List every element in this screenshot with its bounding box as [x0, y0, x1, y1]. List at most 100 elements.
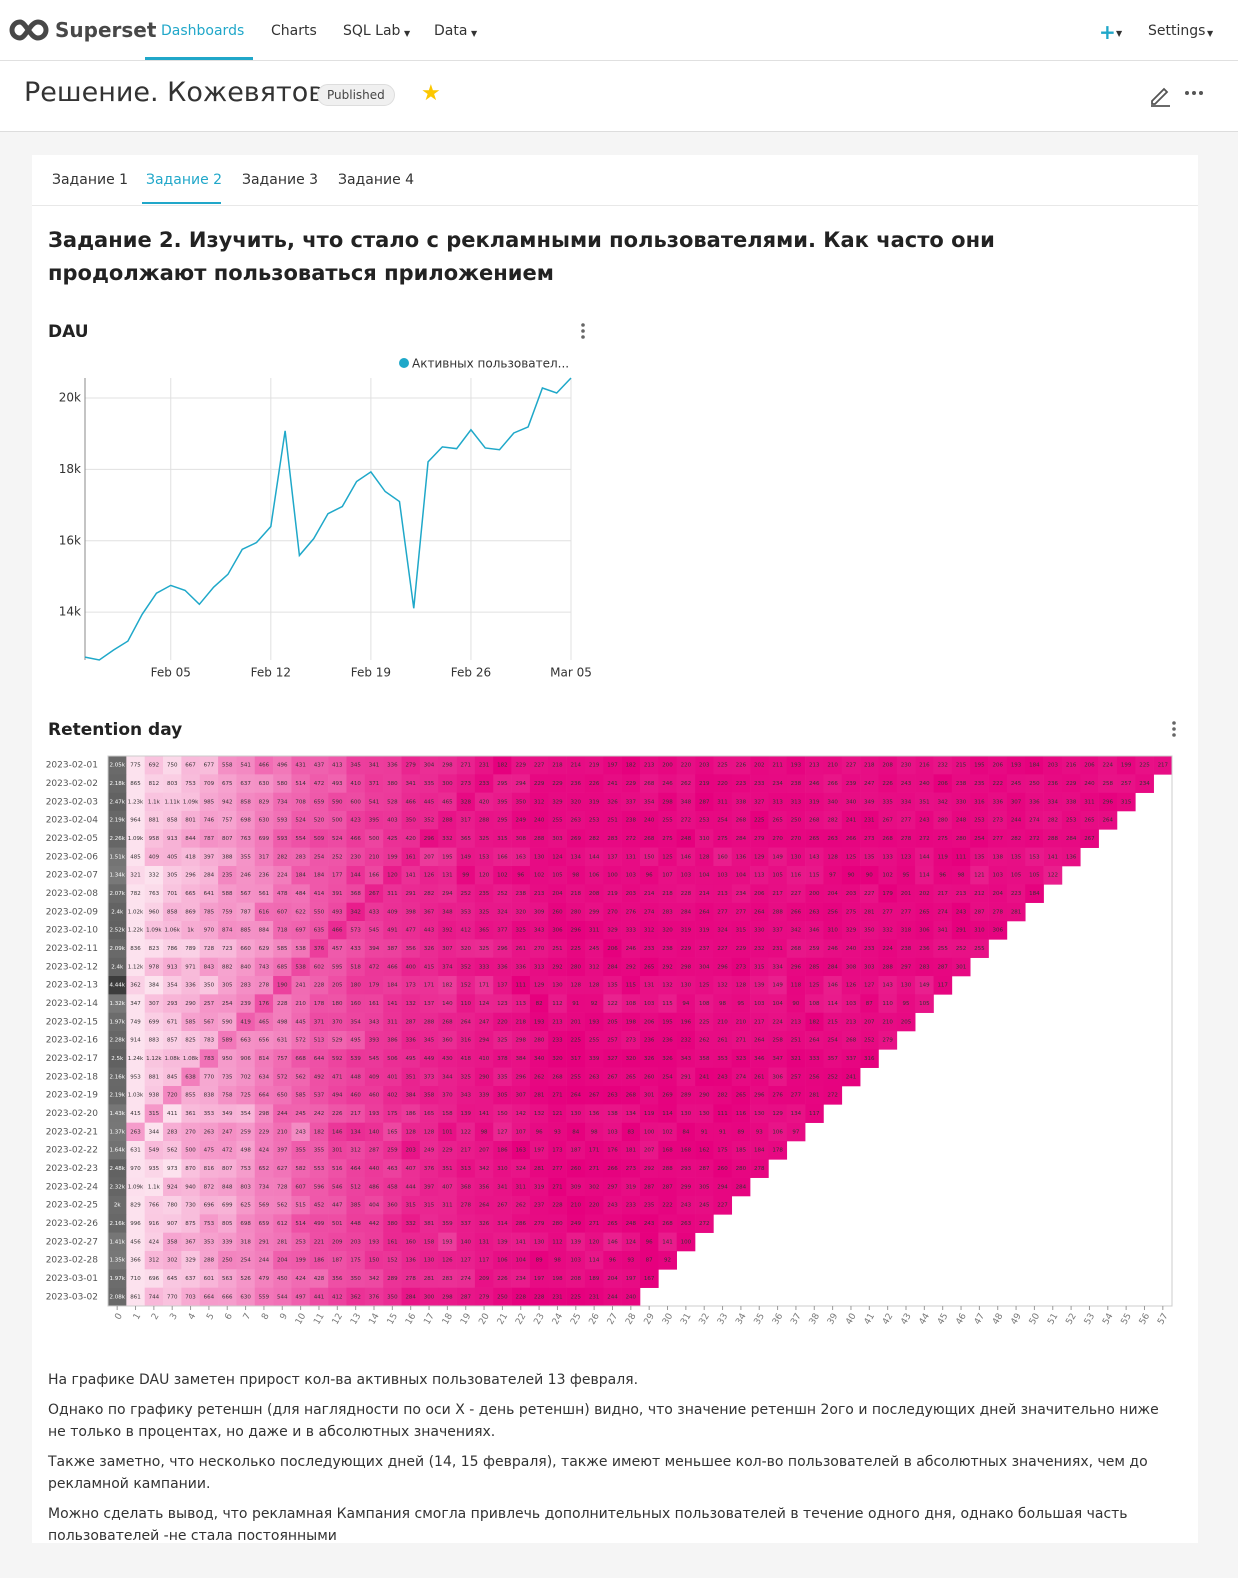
nav-link[interactable]: Data — [434, 23, 468, 39]
heatmap-cell — [805, 921, 824, 940]
cell-label: 874 — [222, 928, 233, 934]
heatmap-cell — [456, 1067, 476, 1087]
heatmap-cell — [383, 1159, 402, 1178]
heatmap-cell — [493, 976, 512, 995]
caret: ▼ — [1116, 29, 1123, 38]
cell-label: 265 — [626, 1074, 637, 1080]
tab[interactable]: Задание 4 — [338, 172, 415, 188]
cell-label: 631 — [277, 1038, 288, 1044]
heatmap-cell — [658, 1251, 677, 1270]
nav-link[interactable]: SQL Lab — [343, 23, 401, 39]
cell-label: 305 — [699, 1184, 710, 1190]
cell-label: 298 — [681, 964, 692, 970]
heatmap-cell — [584, 1067, 604, 1087]
heatmap-cell — [713, 847, 733, 867]
heatmap-cell — [603, 939, 622, 958]
heatmap-cell — [658, 1031, 677, 1050]
heatmap-cell — [163, 1177, 182, 1197]
logo — [9, 19, 49, 41]
settings-menu[interactable]: Settings — [1148, 23, 1206, 39]
heatmap-cell — [511, 994, 531, 1013]
heatmap-cell — [474, 1177, 494, 1197]
tab[interactable]: Задание 3 — [242, 172, 319, 188]
heatmap-cell — [731, 1012, 751, 1032]
cell-label: 428 — [314, 1276, 325, 1282]
cell-label: 134 — [791, 1111, 802, 1117]
heatmap-cell — [750, 1012, 769, 1032]
heatmap-cell — [970, 939, 989, 958]
cell-label: 812 — [149, 781, 160, 787]
heatmap-cell — [584, 1214, 604, 1233]
heatmap-cell — [750, 829, 769, 848]
heatmap-cell — [529, 1067, 549, 1087]
cell-label: 2.28k — [109, 1038, 125, 1044]
heatmap-cell — [328, 939, 347, 958]
heatmap-cell — [474, 1214, 494, 1233]
heatmap-cell — [236, 1086, 256, 1105]
heatmap-cell — [401, 1159, 421, 1178]
cell-label: 537 — [314, 1093, 325, 1099]
heatmap-cell — [474, 1012, 494, 1032]
cell-label: 96 — [536, 1129, 543, 1135]
heatmap-cell — [401, 847, 421, 867]
kebab-dot — [1172, 721, 1176, 725]
cell-label: 2.07k — [109, 891, 125, 897]
heatmap-cell — [346, 957, 366, 977]
cell-label: 254 — [827, 1038, 838, 1044]
cell-label: 198 — [552, 1276, 563, 1282]
heatmap-cell — [291, 774, 311, 793]
cell-label: 195 — [662, 1019, 673, 1025]
heatmap-cell — [419, 1049, 439, 1068]
heatmap-cell — [878, 774, 898, 793]
nav-link[interactable]: Charts — [271, 23, 317, 39]
heatmap-cell — [529, 957, 549, 977]
cell-label: 263 — [681, 1221, 692, 1227]
heatmap-cell — [529, 1251, 549, 1270]
cell-label: 753 — [204, 1221, 215, 1227]
edit-icon[interactable] — [1149, 83, 1171, 107]
heatmap-cell — [970, 792, 989, 812]
cell-label: 2.16k — [109, 1221, 125, 1227]
cell-label: 464 — [350, 1166, 361, 1172]
cell-label: 217 — [460, 1148, 471, 1154]
cell-label: 296 — [424, 836, 435, 842]
cell-label: 139 — [754, 983, 765, 989]
cell-label: 376 — [424, 1166, 435, 1172]
nav-link[interactable]: Dashboards — [161, 23, 245, 39]
heatmap-cell — [163, 792, 182, 812]
brand[interactable]: Superset — [55, 18, 157, 42]
nav-underline — [145, 57, 253, 60]
cell-label: 87 — [646, 1258, 653, 1264]
cell-label: 225 — [699, 1019, 710, 1025]
cell-label: 750 — [167, 763, 178, 769]
cell-label: 317 — [259, 854, 270, 860]
cell-label: 136 — [736, 854, 747, 860]
heatmap-cell — [584, 1086, 604, 1105]
tab[interactable]: Задание 1 — [52, 172, 129, 188]
cell-label: 283 — [662, 909, 673, 915]
cell-label: 235 — [644, 1203, 655, 1209]
cell-label: 305 — [497, 1093, 508, 1099]
cell-label: 146 — [332, 1129, 343, 1135]
heatmap-cell — [529, 994, 549, 1013]
more-menu[interactable] — [1184, 89, 1204, 97]
heatmap-cell — [291, 1067, 311, 1087]
heatmap-cell — [401, 884, 421, 903]
cell-label: 292 — [662, 964, 673, 970]
tab[interactable]: Задание 2 — [146, 172, 223, 188]
add-button[interactable]: + — [1099, 20, 1116, 44]
heatmap-cell — [401, 1031, 421, 1050]
cell-label: 114 — [919, 873, 930, 879]
heatmap-cell — [181, 847, 201, 867]
cell-label: 627 — [277, 1166, 288, 1172]
cell-label: 91 — [719, 1129, 726, 1135]
favorite-star[interactable]: ★ — [421, 81, 441, 106]
heatmap-cell — [731, 1049, 751, 1068]
heatmap-cell — [658, 774, 677, 793]
heatmap-cell — [309, 829, 329, 848]
cell-label: 228 — [277, 1001, 288, 1007]
heatmap-cell — [529, 1049, 549, 1068]
heatmap-cell — [364, 1232, 384, 1252]
heatmap-cell — [823, 976, 843, 995]
cell-label: 940 — [185, 1184, 196, 1190]
